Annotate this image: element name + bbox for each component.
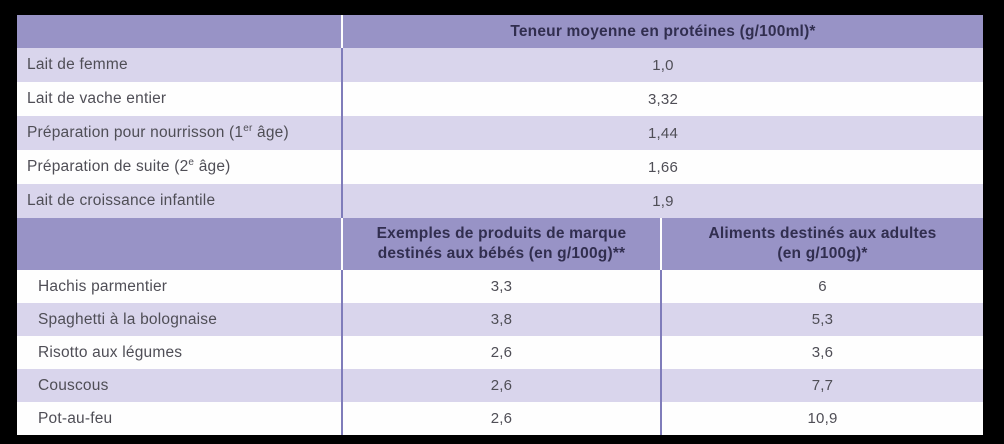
row-label: Pot-au-feu: [38, 409, 113, 427]
milk-header-title: Teneur moyenne en protéines (g/100ml)*: [510, 22, 816, 40]
adult-value: 6: [818, 278, 827, 295]
column-divider: [660, 270, 662, 303]
column-divider: [341, 336, 343, 369]
adult-value-cell: 3,6: [662, 336, 983, 369]
baby-value: 2,6: [490, 377, 513, 394]
row-label: Risotto aux légumes: [38, 343, 183, 361]
baby-value: 3,8: [490, 311, 513, 328]
protein-value: 3,32: [648, 90, 678, 108]
protein-value-cell: 1,9: [343, 184, 983, 218]
table-row: Lait de vache entier 3,32: [17, 82, 983, 116]
column-divider: [341, 48, 343, 82]
column-divider: [341, 402, 343, 435]
row-label-cell: Préparation de suite (2e âge): [17, 150, 341, 184]
row-label-cell: Lait de femme: [17, 48, 341, 82]
row-label: Hachis parmentier: [38, 277, 168, 295]
row-label-cell: Préparation pour nourrisson (1er âge): [17, 116, 341, 150]
adult-value: 3,6: [811, 344, 834, 361]
adult-value: 5,3: [811, 311, 834, 328]
protein-value: 1,9: [652, 192, 674, 210]
column-divider: [660, 303, 662, 336]
row-label-cell: Couscous: [17, 369, 341, 402]
food-header-row: Exemples de produits de marque destinés …: [17, 218, 983, 270]
column-divider: [341, 303, 343, 336]
adult-value: 7,7: [811, 377, 834, 394]
adult-value-cell: 6: [662, 270, 983, 303]
baby-value: 2,6: [490, 344, 513, 361]
milk-header-cell: Teneur moyenne en protéines (g/100ml)*: [343, 15, 983, 48]
adult-value-cell: 7,7: [662, 369, 983, 402]
row-label-cell: Pot-au-feu: [17, 402, 341, 435]
column-divider: [660, 218, 662, 270]
adult-foods-header-cell: Aliments destinés aux adultes (en g/100g…: [662, 218, 983, 270]
protein-value: 1,0: [652, 56, 674, 74]
row-label-cell: Lait de croissance infantile: [17, 184, 341, 218]
column-divider: [341, 184, 343, 218]
protein-value: 1,44: [648, 124, 678, 142]
adult-foods-header: Aliments destinés aux adultes (en g/100g…: [708, 225, 937, 262]
baby-value-cell: 2,6: [343, 402, 660, 435]
table-row: Lait de croissance infantile 1,9: [17, 184, 983, 218]
table-row: Préparation de suite (2e âge) 1,66: [17, 150, 983, 184]
adult-value: 10,9: [807, 410, 838, 427]
baby-value: 2,6: [490, 410, 513, 427]
milk-header-empty-cell: [17, 15, 341, 48]
baby-value: 3,3: [490, 278, 513, 295]
table-row: Risotto aux légumes 2,6 3,6: [17, 336, 983, 369]
baby-value-cell: 3,3: [343, 270, 660, 303]
table-row: Lait de femme 1,0: [17, 48, 983, 82]
baby-products-header-cell: Exemples de produits de marque destinés …: [343, 218, 660, 270]
row-label-cell: Spaghetti à la bolognaise: [17, 303, 341, 336]
row-label: Lait de croissance infantile: [27, 192, 216, 209]
column-divider: [660, 336, 662, 369]
row-label: Préparation de suite (2e âge): [27, 157, 231, 176]
row-label: Lait de vache entier: [27, 90, 167, 107]
row-label-cell: Risotto aux légumes: [17, 336, 341, 369]
row-label-cell: Lait de vache entier: [17, 82, 341, 116]
column-divider: [341, 218, 343, 270]
baby-value-cell: 2,6: [343, 336, 660, 369]
milk-header-row: Teneur moyenne en protéines (g/100ml)*: [17, 15, 983, 48]
column-divider: [660, 402, 662, 435]
column-divider: [341, 82, 343, 116]
adult-value-cell: 5,3: [662, 303, 983, 336]
baby-value-cell: 2,6: [343, 369, 660, 402]
row-label: Spaghetti à la bolognaise: [38, 310, 218, 328]
protein-content-table: Teneur moyenne en protéines (g/100ml)* L…: [17, 15, 983, 435]
protein-value-cell: 1,44: [343, 116, 983, 150]
baby-products-header: Exemples de produits de marque destinés …: [376, 225, 627, 262]
protein-value: 1,66: [648, 158, 678, 176]
food-header-empty-cell: [17, 218, 341, 270]
row-label-cell: Hachis parmentier: [17, 270, 341, 303]
column-divider: [341, 116, 343, 150]
column-divider: [341, 369, 343, 402]
row-label: Couscous: [38, 376, 109, 394]
table-row: Pot-au-feu 2,6 10,9: [17, 402, 983, 435]
table-row: Couscous 2,6 7,7: [17, 369, 983, 402]
row-label: Lait de femme: [27, 56, 128, 73]
row-label: Préparation pour nourrisson (1er âge): [27, 123, 289, 142]
column-divider: [660, 369, 662, 402]
protein-value-cell: 3,32: [343, 82, 983, 116]
adult-value-cell: 10,9: [662, 402, 983, 435]
table-row: Hachis parmentier 3,3 6: [17, 270, 983, 303]
protein-value-cell: 1,66: [343, 150, 983, 184]
table-row: Préparation pour nourrisson (1er âge) 1,…: [17, 116, 983, 150]
column-divider: [341, 150, 343, 184]
table-row: Spaghetti à la bolognaise 3,8 5,3: [17, 303, 983, 336]
baby-value-cell: 3,8: [343, 303, 660, 336]
protein-value-cell: 1,0: [343, 48, 983, 82]
column-divider: [341, 270, 343, 303]
column-divider: [341, 15, 343, 48]
